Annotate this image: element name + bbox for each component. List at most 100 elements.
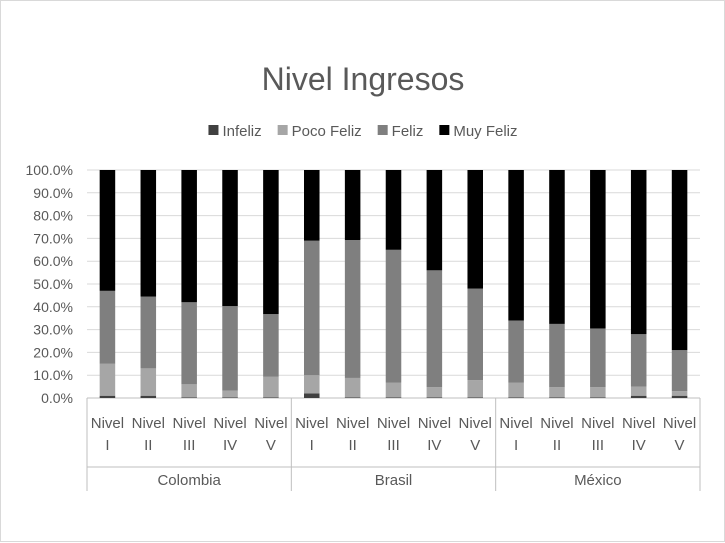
x-tick-label: Nivel [336, 415, 369, 432]
x-tick-label: Nivel [418, 415, 451, 432]
bar-segment-muy-feliz [590, 170, 606, 329]
group-label: Brasil [375, 472, 413, 489]
x-tick-label-sub: I [105, 437, 109, 454]
y-tick-label: 40.0% [33, 299, 73, 315]
bar-segment-infeliz [426, 397, 443, 398]
x-tick-label: Nivel [254, 415, 287, 432]
bar-segment-poco-feliz [549, 387, 565, 398]
bar-segment-infeliz [222, 397, 238, 398]
bar-segment-muy-feliz [99, 170, 116, 291]
bar-segment-infeliz [549, 397, 565, 398]
bar-segment-feliz [549, 323, 565, 388]
bar-segment-muy-feliz [140, 170, 157, 297]
x-tick-label-sub: III [592, 437, 605, 454]
group-label: México [574, 472, 622, 489]
x-tick-label-sub: III [183, 437, 196, 454]
legend-label: Muy Feliz [453, 123, 517, 140]
bar-segment-muy-feliz [263, 170, 279, 315]
legend-label: Infeliz [222, 123, 261, 140]
x-tick-label: Nivel [499, 415, 532, 432]
bar-segment-poco-feliz [181, 384, 197, 398]
y-tick-label: 60.0% [33, 253, 73, 269]
bar-segment-poco-feliz [99, 363, 116, 396]
y-tick-label: 30.0% [33, 322, 73, 338]
x-tick-label: Nivel [295, 415, 328, 432]
x-axis: Nivel I Nivel I I Nivel III Nivel IV Nivel V Nivel I… [86, 398, 701, 491]
bar-segment-muy-feliz [385, 170, 402, 250]
bar-segment-infeliz [385, 397, 402, 398]
x-tick-label-sub: V [675, 437, 685, 454]
bar-segment-muy-feliz [304, 170, 320, 241]
x-tick-label-sub: IV [223, 437, 237, 454]
bar-segment-poco-feliz [467, 380, 483, 398]
bar-segment-poco-feliz [671, 391, 688, 396]
x-tick-label-sub: V [470, 437, 480, 454]
bar-segment-infeliz [630, 395, 647, 398]
bar-segment-feliz [671, 350, 688, 392]
bar-segment-poco-feliz [630, 386, 647, 396]
bar-segment-poco-feliz [590, 387, 606, 398]
x-tick-label-sub: I [310, 437, 314, 454]
y-tick-label: 20.0% [33, 344, 73, 360]
bar-segment-poco-feliz [508, 382, 524, 398]
bar-segment-muy-feliz [549, 170, 565, 324]
legend-label: Feliz [392, 123, 424, 140]
bar-segment-muy-feliz [222, 170, 238, 307]
bar-segment-feliz [508, 320, 524, 383]
bar-segment-feliz [344, 239, 361, 378]
chart-title: Nivel Ingresos [262, 61, 465, 97]
bars [99, 170, 688, 398]
x-tick-label: Nivel [377, 415, 410, 432]
bar-segment-muy-feliz [426, 170, 443, 271]
x-tick-label: Nivel [172, 415, 205, 432]
bar-segment-infeliz [508, 397, 524, 398]
legend-swatch [277, 125, 288, 135]
bar-segment-feliz [99, 290, 116, 364]
x-tick-label: Nivel [663, 415, 696, 432]
bar-segment-poco-feliz [426, 387, 443, 398]
y-tick-label: 10.0% [33, 367, 73, 383]
legend-swatch [377, 125, 388, 135]
legend-label: Poco Feliz [292, 123, 362, 140]
bar-segment-muy-feliz [467, 170, 483, 289]
x-tick-label-sub: IV [632, 437, 646, 454]
bar-segment-feliz [222, 306, 238, 391]
bar-segment-infeliz [344, 397, 361, 398]
bar-segment-poco-feliz [222, 390, 238, 398]
bar-segment-feliz [630, 334, 647, 387]
x-tick-label: Nivel [459, 415, 492, 432]
bar-segment-feliz [426, 270, 443, 388]
x-tick-label: Nivel [581, 415, 614, 432]
bar-segment-muy-feliz [344, 170, 361, 240]
x-tick-label: Nivel [622, 415, 655, 432]
y-tick-label: 0.0% [41, 390, 73, 406]
x-tick-label: Nivel [213, 415, 246, 432]
bar-segment-feliz [181, 302, 197, 385]
bar-segment-feliz [590, 328, 606, 388]
legend-swatch [439, 125, 450, 135]
bar-segment-poco-feliz [385, 382, 402, 398]
y-tick-label: 100.0% [26, 162, 73, 178]
bar-segment-poco-feliz [304, 375, 320, 394]
bar-segment-muy-feliz [508, 170, 524, 321]
bar-segment-infeliz [263, 397, 279, 398]
bar-segment-feliz [304, 240, 320, 376]
group-label: Colombia [157, 472, 221, 489]
bar-segment-muy-feliz [671, 170, 688, 351]
x-tick-label-sub: I [514, 437, 518, 454]
bar-segment-infeliz [671, 395, 688, 398]
x-tick-label-sub: III [387, 437, 400, 454]
bar-segment-infeliz [304, 393, 320, 398]
x-tick-label-sub: V [266, 437, 276, 454]
bar-segment-infeliz [181, 397, 197, 398]
bar-segment-feliz [467, 288, 483, 381]
bar-segment-feliz [263, 314, 279, 377]
legend: Infeliz Poco Feliz Feliz Muy Feliz [208, 123, 518, 140]
x-tick-label: Nivel [540, 415, 573, 432]
bar-segment-poco-feliz [140, 368, 157, 396]
bar-segment-muy-feliz [630, 170, 647, 335]
bar-segment-infeliz [99, 395, 116, 398]
legend-swatch [208, 125, 219, 135]
bar-segment-infeliz [467, 397, 483, 398]
